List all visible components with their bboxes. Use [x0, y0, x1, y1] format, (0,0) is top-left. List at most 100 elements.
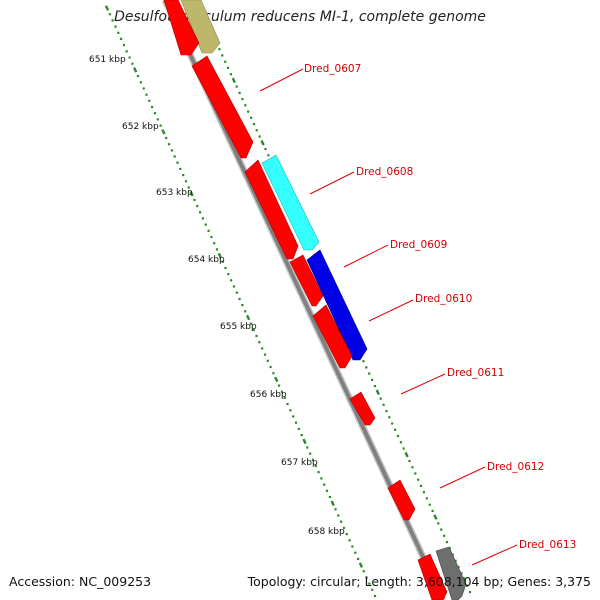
tick-dot	[159, 124, 162, 127]
tick-dot	[274, 376, 279, 383]
tick-dot	[252, 328, 255, 331]
outer-track-dot	[244, 104, 247, 107]
tick-dot	[227, 273, 230, 276]
tick-dot	[170, 149, 173, 152]
tick-dot	[224, 266, 227, 270]
outer-track-dot	[229, 73, 232, 76]
gene-feature-dred-0612	[387, 479, 416, 521]
outer-track-dot	[373, 385, 376, 388]
outer-track-dot	[365, 366, 368, 369]
tick-dot	[204, 223, 207, 226]
tick-dot	[283, 396, 286, 399]
outer-track-dot	[252, 123, 256, 126]
tick-dot	[148, 99, 151, 102]
tick-dot	[340, 520, 343, 523]
tick-dot	[249, 322, 252, 325]
tick-dot	[122, 44, 125, 47]
outer-track-dot	[264, 147, 267, 151]
tick-dot	[182, 174, 185, 177]
tick-dot	[272, 372, 275, 375]
outer-track-dot	[238, 91, 241, 94]
tick-label: 651 kbp	[89, 55, 126, 65]
tick-dot	[168, 143, 171, 146]
tick-dot	[165, 136, 168, 140]
tick-dot	[125, 50, 128, 53]
outer-track-dot	[255, 129, 258, 132]
gene-feature-red	[244, 159, 299, 260]
gene-feature-dred-0613	[417, 553, 448, 600]
tick-dot	[114, 25, 117, 28]
tick-dot	[193, 198, 196, 201]
tick-dot	[235, 291, 238, 294]
tick-dot	[120, 37, 123, 40]
outer-track-dot	[375, 389, 380, 396]
tick-dot	[358, 562, 364, 568]
tick-dot	[156, 118, 159, 121]
tick-dot	[238, 297, 241, 300]
outer-track-dot	[466, 584, 469, 587]
outer-track-dot	[391, 422, 394, 425]
genome-summary-text: Topology: circular; Length: 3,608,104 bp…	[247, 574, 591, 589]
tick-dot	[314, 464, 317, 468]
gene-features	[163, 0, 467, 600]
tick-dot	[104, 5, 110, 11]
gene-label-dred-0608: Dred_0608	[356, 166, 413, 178]
outer-track-dot	[404, 451, 409, 458]
tick-dot	[184, 180, 188, 183]
tick-dot	[362, 570, 365, 573]
callout-line	[400, 373, 446, 395]
tick-dot	[245, 314, 251, 321]
tick-dot	[323, 483, 326, 486]
outer-track-dot	[224, 60, 227, 63]
tick-dot	[117, 31, 120, 34]
gene-feature-red	[312, 304, 353, 369]
tick-dot	[230, 279, 233, 282]
outer-track-dot	[382, 403, 385, 406]
outer-track-dot	[422, 491, 425, 494]
tick-dot	[179, 167, 182, 170]
tick-dot	[196, 205, 199, 208]
tick-dot	[145, 93, 148, 96]
tick-dot	[328, 495, 331, 499]
outer-track-dot	[379, 397, 382, 400]
outer-track-dot	[417, 478, 420, 481]
outer-track-dot	[414, 472, 417, 475]
tick-dot	[337, 514, 340, 517]
tick-dot	[151, 105, 154, 109]
tick-dot	[348, 539, 351, 542]
gene-label-dred-0613: Dred_0613	[519, 539, 576, 551]
tick-dot	[269, 365, 272, 369]
outer-track-dot	[231, 77, 236, 84]
outer-track-dot	[440, 528, 443, 531]
outer-track-dot	[221, 54, 224, 57]
callout-line	[343, 244, 389, 268]
tick-dot	[354, 551, 357, 554]
gene-feature-gray	[435, 546, 467, 600]
outer-track-dot	[396, 434, 400, 438]
tick-dot	[286, 403, 289, 406]
outer-track-dot	[411, 466, 414, 469]
tick-dot	[351, 545, 354, 548]
tick-dot	[373, 594, 377, 598]
outer-track-dot	[368, 372, 371, 375]
outer-track-dot	[388, 416, 391, 419]
outer-track-dot	[443, 534, 446, 537]
tick-dot	[309, 452, 312, 455]
outer-track-dot	[399, 441, 402, 444]
callout-line	[259, 68, 304, 92]
coordinate-tick-track	[104, 5, 377, 598]
tick-dot	[244, 310, 247, 313]
tick-dot	[153, 112, 157, 115]
tick-dot	[210, 235, 213, 239]
callout-line	[471, 544, 518, 566]
gene-callouts	[259, 68, 518, 566]
tick-dot	[297, 427, 300, 430]
gene-labels: Dred_0607 Dred_0608 Dred_0609 Dred_0610 …	[304, 63, 576, 551]
tick-dot	[342, 526, 346, 529]
outer-track-dot	[267, 154, 270, 157]
outer-track-dot	[247, 110, 250, 113]
tick-dot	[261, 347, 264, 350]
tick-dot	[161, 129, 166, 135]
tick-dot	[371, 588, 374, 591]
